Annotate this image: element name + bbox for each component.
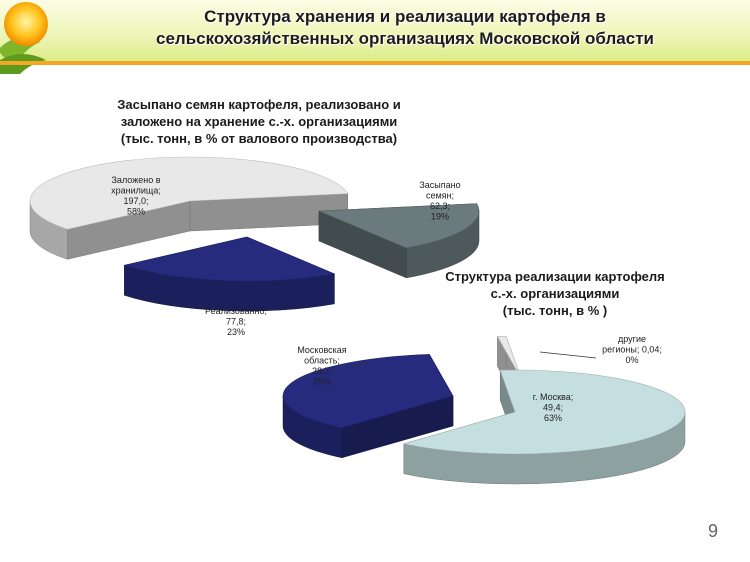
chart-2-data-label: область;: [304, 356, 340, 366]
chart-1-title-line: заложено на хранение с.-х. организациями: [120, 114, 398, 129]
chart-1-data-label: 62,3;: [430, 201, 450, 211]
chart-1-data-label: 58%: [127, 207, 145, 217]
chart-1-title: Засыпано семян картофеля, реализовано и …: [94, 96, 424, 147]
header-divider: [0, 61, 750, 65]
chart-1-title-line: (тыс. тонн, в % от валового производства…: [120, 131, 398, 146]
chart-2-data-label: 25%: [313, 377, 331, 387]
chart-2-slice-2: [282, 354, 454, 429]
chart-1-slice-2: [318, 203, 480, 249]
slide-title-line-1: Структура хранения и реализации картофел…: [204, 7, 606, 26]
chart-2-title-line: с.-х. организациями: [490, 286, 620, 301]
chart-2-data-label: Московская: [297, 345, 346, 355]
slide-header: Структура хранения и реализации картофел…: [0, 0, 750, 74]
chart-1-data-label: 23%: [227, 327, 245, 337]
chart-2-data-label: 49,4;: [543, 403, 563, 413]
chart-2-slice-3: [496, 335, 522, 379]
chart-2-data-label: регионы; 0,04;: [602, 345, 662, 355]
chart-1-slice-3: [123, 236, 336, 282]
chart-2-leader-line: [539, 351, 597, 359]
chart-2-slice-1: [403, 369, 686, 455]
chart-1-data-label: хранилища;: [111, 186, 161, 196]
chart-2-data-label: другие: [618, 334, 646, 344]
chart-1-data-label: 77,8;: [226, 317, 246, 327]
slide-title: Структура хранения и реализации картофел…: [60, 6, 750, 50]
chart-2-title-line: Структура реализации картофеля: [445, 269, 665, 284]
chart-2-data-label: 28,7;: [312, 366, 332, 376]
chart-1-data-label: 19%: [431, 212, 449, 222]
chart-2-title-line: (тыс. тонн, в % ): [502, 303, 608, 318]
chart-2-data-label: 0%: [625, 355, 638, 365]
chart-1-data-label: семян;: [426, 191, 454, 201]
chart-1-data-label: Реализованно;: [205, 306, 267, 316]
chart-2-title: Структура реализации картофеля с.-х. орг…: [430, 268, 680, 319]
chart-2-leader-line: [351, 361, 369, 368]
chart-2-data-label: г. Москва;: [533, 392, 573, 402]
slide-title-line-2: сельскохозяйственных организациях Москов…: [156, 29, 654, 48]
page-number: 9: [707, 521, 718, 541]
chart-1-title-line: Засыпано семян картофеля, реализовано и: [117, 97, 401, 112]
chart-1-slice-1: [29, 156, 349, 230]
chart-1-data-label: Заложено в: [112, 175, 161, 185]
chart-1-data-label: Засыпано: [419, 180, 460, 190]
chart-1-data-label: 197,0;: [123, 196, 148, 206]
chart-2-data-label: 63%: [544, 413, 562, 423]
